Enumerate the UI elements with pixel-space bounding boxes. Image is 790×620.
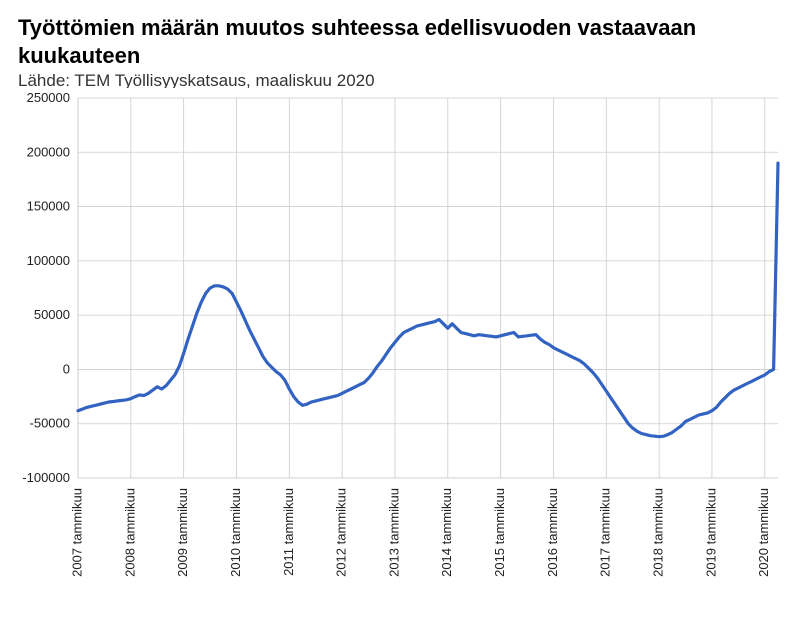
svg-text:2011 tammikuu: 2011 tammikuu xyxy=(281,488,296,576)
svg-text:100000: 100000 xyxy=(27,253,70,268)
chart-title: Työttömien määrän muutos suhteessa edell… xyxy=(0,0,790,71)
line-chart-svg: -100000 -50000 0 50000 100000 150000 200000 250… xyxy=(0,88,790,618)
svg-text:2016 tammikuu: 2016 tammikuu xyxy=(545,488,560,577)
svg-text:150000: 150000 xyxy=(27,199,70,214)
svg-text:250000: 250000 xyxy=(27,90,70,105)
svg-text:2014 tammikuu: 2014 tammikuu xyxy=(439,488,454,577)
svg-text:2012 tammikuu: 2012 tammikuu xyxy=(334,488,349,577)
svg-text:2009 tammikuu: 2009 tammikuu xyxy=(175,488,190,577)
chart-area: -100000 -50000 0 50000 100000 150000 200000 250… xyxy=(0,88,790,618)
svg-text:2018 tammikuu: 2018 tammikuu xyxy=(651,488,666,577)
svg-text:2017 tammikuu: 2017 tammikuu xyxy=(598,488,613,577)
svg-text:2019 tammikuu: 2019 tammikuu xyxy=(703,488,718,577)
svg-text:2020 tammikuu: 2020 tammikuu xyxy=(756,488,771,577)
svg-text:0: 0 xyxy=(63,361,70,376)
svg-text:2007 tammikuu: 2007 tammikuu xyxy=(69,488,84,577)
svg-text:2013 tammikuu: 2013 tammikuu xyxy=(386,488,401,577)
svg-text:50000: 50000 xyxy=(34,307,70,322)
svg-text:200000: 200000 xyxy=(27,144,70,159)
svg-text:2010 tammikuu: 2010 tammikuu xyxy=(228,488,243,577)
svg-text:-100000: -100000 xyxy=(22,470,70,485)
svg-text:2008 tammikuu: 2008 tammikuu xyxy=(122,488,137,577)
svg-text:2015 tammikuu: 2015 tammikuu xyxy=(492,488,507,577)
svg-text:-50000: -50000 xyxy=(30,416,70,431)
